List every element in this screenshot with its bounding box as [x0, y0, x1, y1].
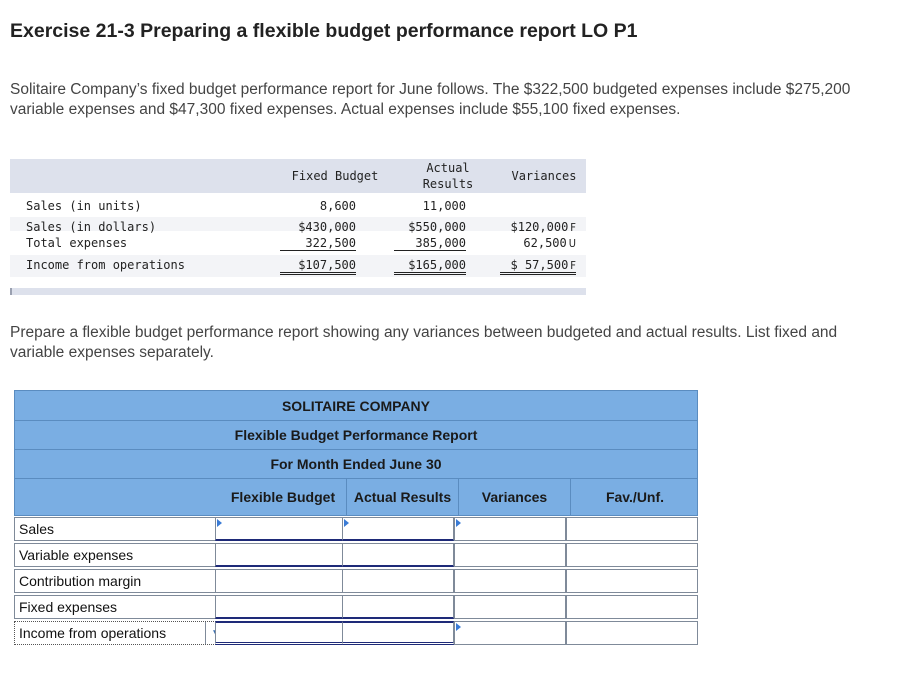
row-label-contribution-margin[interactable]: Contribution margin	[14, 569, 224, 593]
actual-value: 385,000	[394, 236, 466, 251]
input-fav-unf[interactable]	[566, 621, 698, 645]
input-fav-unf[interactable]	[566, 569, 698, 593]
flexible-budget-answer-table: SOLITAIRE COMPANY Flexible Budget Perfor…	[10, 390, 698, 650]
row-band	[10, 255, 586, 277]
cell-marker-icon	[217, 519, 222, 527]
input-actual-results[interactable]	[342, 517, 454, 541]
cell-marker-icon	[344, 519, 349, 527]
row-label: Sales (in dollars)	[26, 220, 157, 234]
fixed-value: $107,500	[280, 258, 356, 275]
actual-value: $165,000	[394, 258, 466, 275]
col-variances: Variances	[458, 479, 570, 515]
variance-value: $120,000 F	[510, 220, 577, 234]
intro-paragraph: Solitaire Company’s fixed budget perform…	[10, 81, 851, 118]
row-label: Total expenses	[26, 236, 128, 250]
input-fav-unf[interactable]	[566, 543, 698, 567]
header-variances: Variances	[511, 169, 577, 183]
report-title-header: Flexible Budget Performance Report	[14, 420, 698, 450]
row-label-income-from-operations[interactable]: Income from operations ▼	[14, 621, 224, 645]
period-header: For Month Ended June 30	[14, 449, 698, 479]
row-label: Sales (in units)	[26, 199, 142, 213]
input-flexible-budget[interactable]	[215, 569, 343, 593]
input-fav-unf[interactable]	[566, 595, 698, 619]
header-actual-line2: Results	[422, 177, 474, 191]
header-actual-line1: Actual	[426, 161, 470, 175]
input-variances[interactable]	[454, 517, 566, 541]
fixed-value: 322,500	[280, 236, 356, 251]
report-footer-band	[10, 288, 586, 295]
row-label-fixed-expenses[interactable]: Fixed expenses	[14, 595, 224, 619]
cell-marker-icon	[456, 519, 461, 527]
input-actual-results[interactable]	[342, 595, 454, 619]
fixed-budget-report: Fixed Budget Actual Results Variances Sa…	[10, 159, 586, 296]
actual-value: 11,000	[422, 199, 466, 213]
input-flexible-budget[interactable]	[215, 595, 343, 619]
col-flexible-budget: Flexible Budget	[230, 489, 336, 505]
instructions-paragraph: Prepare a flexible budget performance re…	[10, 324, 838, 361]
col-actual-results: Actual Results	[346, 479, 458, 515]
input-fav-unf[interactable]	[566, 517, 698, 541]
input-actual-results[interactable]	[342, 621, 454, 645]
row-label-variable-expenses[interactable]: Variable expenses	[14, 543, 224, 567]
report-header-band	[10, 159, 586, 193]
column-header-row: Flexible Budget Actual Results Variances…	[14, 478, 698, 516]
input-variances[interactable]	[454, 595, 566, 619]
input-variances[interactable]	[454, 569, 566, 593]
company-header: SOLITAIRE COMPANY	[14, 390, 698, 421]
exercise-title: Exercise 21-3 Preparing a flexible budge…	[10, 20, 638, 42]
input-actual-results[interactable]	[342, 569, 454, 593]
input-flexible-budget[interactable]	[215, 621, 343, 645]
input-variances[interactable]	[454, 543, 566, 567]
header-fixed-budget: Fixed Budget	[291, 169, 379, 183]
row-label: Income from operations	[26, 258, 185, 272]
fixed-value: 8,600	[319, 199, 356, 213]
row-band	[10, 217, 586, 231]
input-actual-results[interactable]	[342, 543, 454, 567]
input-flexible-budget[interactable]	[215, 543, 343, 567]
fixed-value: $430,000	[298, 220, 356, 234]
cell-marker-icon	[456, 623, 461, 631]
input-variances[interactable]	[454, 621, 566, 645]
row-label-sales[interactable]: Sales	[14, 517, 224, 541]
variance-value: $ 57,500 F	[500, 258, 576, 275]
variance-value: 62,500 U	[523, 236, 576, 250]
input-flexible-budget[interactable]	[215, 517, 343, 541]
col-fav-unf: Fav./Unf.	[570, 479, 699, 515]
actual-value: $550,000	[408, 220, 466, 234]
